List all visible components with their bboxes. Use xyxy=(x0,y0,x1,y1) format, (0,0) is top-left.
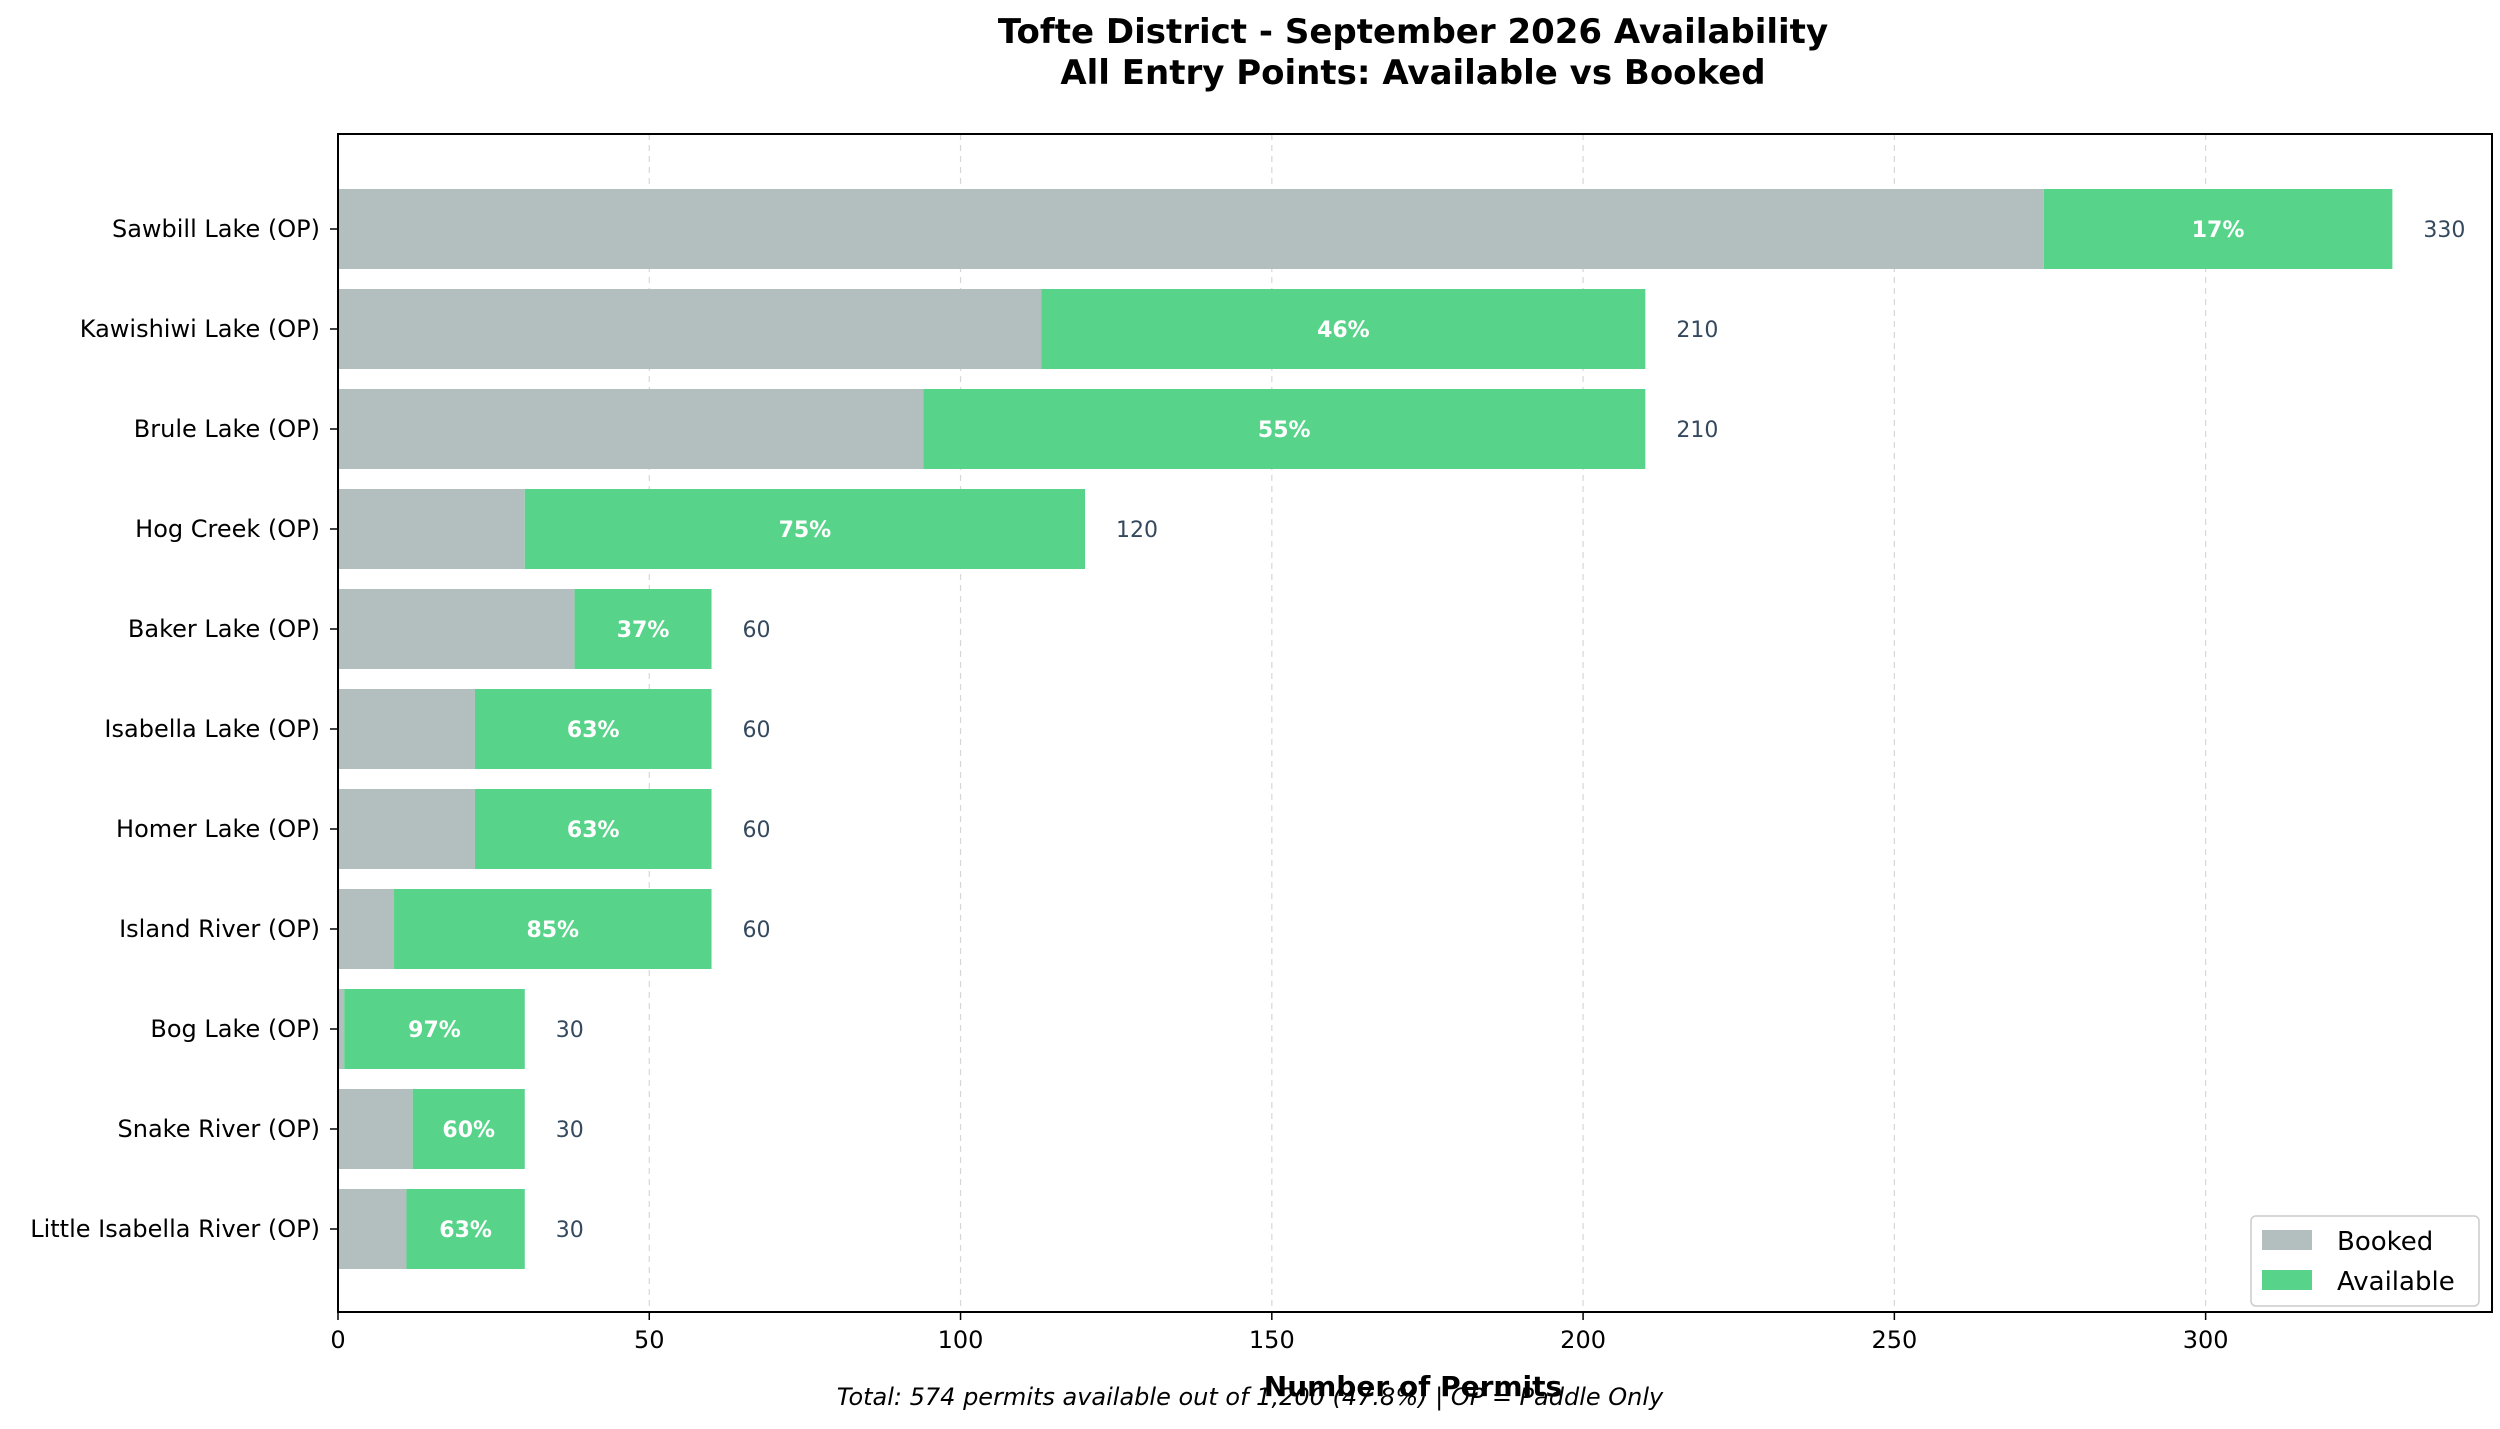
bar-available-isabella-lake-op xyxy=(474,689,712,769)
legend: Booked Available xyxy=(2250,1215,2480,1307)
bar-booked-bog-lake-op xyxy=(338,989,345,1069)
total-label-kawishiwi-lake-op: 210 xyxy=(1676,318,1718,343)
bar-available-island-river-op xyxy=(394,889,712,969)
y-tick-label-isabella-lake-op: Isabella Lake (OP) xyxy=(104,715,320,743)
available-pct-label-brule-lake-op: 55% xyxy=(1258,418,1311,443)
available-pct-label-kawishiwi-lake-op: 46% xyxy=(1317,318,1370,343)
y-tick-label-sawbill-lake-op: Sawbill Lake (OP) xyxy=(112,215,320,243)
available-pct-label-snake-river-op: 60% xyxy=(442,1118,495,1143)
bar-booked-isabella-lake-op xyxy=(338,689,475,769)
bar-available-little-isabella-river-op xyxy=(406,1189,525,1269)
legend-label-available: Available xyxy=(2337,1267,2455,1297)
y-tick-label-bog-lake-op: Bog Lake (OP) xyxy=(150,1015,320,1043)
bar-booked-homer-lake-op xyxy=(338,789,475,869)
total-label-homer-lake-op: 60 xyxy=(743,818,771,843)
bar-available-kawishiwi-lake-op xyxy=(1041,289,1646,369)
x-tick-label: 100 xyxy=(938,1326,984,1354)
total-label-isabella-lake-op: 60 xyxy=(743,718,771,743)
available-pct-label-isabella-lake-op: 63% xyxy=(567,718,620,743)
x-tick-label: 50 xyxy=(634,1326,665,1354)
x-axis-label: Number of Permits xyxy=(1264,1370,1562,1403)
y-tick-label-homer-lake-op: Homer Lake (OP) xyxy=(116,815,320,843)
y-tick-label-snake-river-op: Snake River (OP) xyxy=(118,1115,321,1143)
y-tick-label-hog-creek-op: Hog Creek (OP) xyxy=(135,515,320,543)
chart-title: Tofte District - September 2026 Availabi… xyxy=(998,12,1828,52)
available-pct-label-bog-lake-op: 97% xyxy=(408,1018,461,1043)
total-label-little-isabella-river-op: 30 xyxy=(556,1218,584,1243)
total-label-hog-creek-op: 120 xyxy=(1116,518,1158,543)
bar-booked-island-river-op xyxy=(338,889,395,969)
total-label-sawbill-lake-op: 330 xyxy=(2423,218,2465,243)
available-pct-label-little-isabella-river-op: 63% xyxy=(439,1218,492,1243)
total-label-island-river-op: 60 xyxy=(743,918,771,943)
legend-swatch-available xyxy=(2262,1270,2312,1290)
y-tick-label-little-isabella-river-op: Little Isabella River (OP) xyxy=(30,1215,320,1243)
bar-available-brule-lake-op xyxy=(923,389,1646,469)
bar-booked-snake-river-op xyxy=(338,1089,413,1169)
bar-available-sawbill-lake-op xyxy=(2043,189,2393,269)
total-label-snake-river-op: 30 xyxy=(556,1118,584,1143)
total-label-baker-lake-op: 60 xyxy=(743,618,771,643)
bar-booked-little-isabella-river-op xyxy=(338,1189,407,1269)
bar-booked-baker-lake-op xyxy=(338,589,575,669)
bar-available-baker-lake-op xyxy=(574,589,712,669)
legend-label-booked: Booked xyxy=(2337,1227,2433,1257)
y-tick-label-island-river-op: Island River (OP) xyxy=(119,915,320,943)
bar-available-hog-creek-op xyxy=(524,489,1086,569)
x-tick-label: 0 xyxy=(330,1326,345,1354)
bar-available-bog-lake-op xyxy=(344,989,525,1069)
y-tick-label-kawishiwi-lake-op: Kawishiwi Lake (OP) xyxy=(80,315,320,343)
x-tick-label: 300 xyxy=(2183,1326,2229,1354)
bar-available-homer-lake-op xyxy=(474,789,712,869)
bar-available-snake-river-op xyxy=(412,1089,525,1169)
chart-subtitle: All Entry Points: Available vs Booked xyxy=(1060,53,1765,93)
y-tick-label-brule-lake-op: Brule Lake (OP) xyxy=(134,415,320,443)
total-label-brule-lake-op: 210 xyxy=(1676,418,1718,443)
x-tick-label: 250 xyxy=(1871,1326,1917,1354)
x-tick-label: 150 xyxy=(1249,1326,1295,1354)
bar-booked-hog-creek-op xyxy=(338,489,525,569)
available-pct-label-island-river-op: 85% xyxy=(526,918,579,943)
available-pct-label-hog-creek-op: 75% xyxy=(779,518,832,543)
legend-swatch-booked xyxy=(2262,1230,2312,1250)
x-axis: 0 50 100 150 200 250 300 xyxy=(330,1312,2229,1354)
available-pct-label-baker-lake-op: 37% xyxy=(617,618,670,643)
footnote: Total: 574 permits available out of 1,20… xyxy=(837,1383,1664,1411)
bar-booked-sawbill-lake-op xyxy=(338,189,2044,269)
x-tick-label: 200 xyxy=(1560,1326,1606,1354)
available-pct-label-homer-lake-op: 63% xyxy=(567,818,620,843)
bar-booked-kawishiwi-lake-op xyxy=(338,289,1042,369)
available-pct-label-sawbill-lake-op: 17% xyxy=(2192,218,2245,243)
y-tick-label-baker-lake-op: Baker Lake (OP) xyxy=(128,615,320,643)
bar-booked-brule-lake-op xyxy=(338,389,924,469)
bar-labels: 17% 330 46% 210 55% 210 75% 120 37% 60 63% 60 63% 60 8… xyxy=(408,218,2465,1243)
plot-frame xyxy=(337,133,2493,1313)
bars xyxy=(338,189,2393,1269)
y-axis: Sawbill Lake (OP) Kawishiwi Lake (OP) Brul… xyxy=(30,215,338,1243)
total-label-bog-lake-op: 30 xyxy=(556,1018,584,1043)
